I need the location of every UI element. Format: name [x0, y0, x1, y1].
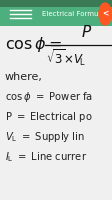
Text: $\cos\phi$ $=$ Power fa: $\cos\phi$ $=$ Power fa: [4, 90, 92, 104]
Text: $\cos\phi =$: $\cos\phi =$: [4, 34, 61, 53]
Circle shape: [98, 3, 110, 25]
Text: P $=$ Electrical po: P $=$ Electrical po: [4, 110, 91, 124]
Text: <: <: [101, 9, 107, 19]
Bar: [0, 0, 112, 7]
Text: $I_{\mathrm{L}}$ $=$ Line currer: $I_{\mathrm{L}}$ $=$ Line currer: [4, 150, 86, 164]
Text: $V_{\mathrm{L}}$ $=$ Supply lin: $V_{\mathrm{L}}$ $=$ Supply lin: [4, 130, 84, 144]
Text: $P$: $P$: [81, 24, 92, 40]
Bar: [0, 0, 112, 26]
Text: Electrical Formulas: Electrical Formulas: [41, 11, 107, 17]
Text: $\sqrt{3}{\times}V_{\!\mathrm{L}}$: $\sqrt{3}{\times}V_{\!\mathrm{L}}$: [46, 48, 86, 68]
Text: where,: where,: [4, 72, 42, 82]
